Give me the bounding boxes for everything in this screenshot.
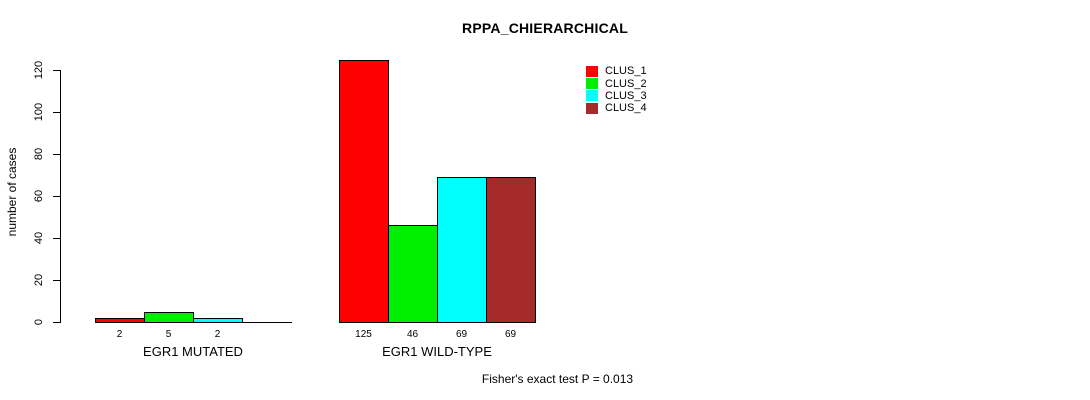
bar-clus_2-group-0 (144, 311, 194, 323)
y-tick-60 (53, 196, 60, 197)
y-axis-line (60, 70, 61, 323)
y-tick-80 (53, 154, 60, 155)
y-axis-label: number of cases (5, 147, 19, 237)
legend-label-clus_1: CLUS_1 (605, 65, 647, 78)
y-tick-label-120: 120 (33, 60, 45, 80)
legend-label-clus_4: CLUS_4 (605, 102, 647, 115)
legend-item-clus_4: CLUS_4 (586, 102, 647, 114)
bar-clus_1-group-0 (95, 317, 145, 323)
bar-value-label: 5 (165, 329, 172, 340)
y-tick-label-40: 40 (33, 231, 45, 245)
chart-title: RPPA_CHIERARCHICAL (462, 20, 628, 36)
legend-swatch-clus_3 (586, 90, 598, 102)
legend-swatch-clus_2 (586, 78, 598, 90)
fisher-test-annotation: Fisher's exact test P = 0.013 (481, 372, 634, 386)
legend-item-clus_3: CLUS_3 (586, 90, 647, 102)
y-tick-label-20: 20 (33, 273, 45, 287)
y-tick-100 (53, 112, 60, 113)
y-tick-label-100: 100 (33, 102, 45, 122)
bar-clus_4-group-1 (486, 177, 536, 323)
bar-clus_3-group-1 (437, 177, 487, 323)
bar-value-label: 46 (406, 329, 419, 340)
bar-value-label: 2 (116, 329, 123, 340)
legend-item-clus_2: CLUS_2 (586, 77, 647, 90)
bar-clus_2-group-1 (388, 225, 438, 323)
legend-label-clus_3: CLUS_3 (605, 89, 647, 102)
bar-clus_1-group-1 (339, 59, 389, 323)
legend-swatch-clus_1 (586, 65, 598, 77)
legend: CLUS_1 CLUS_2 CLUS_3 CLUS_4 (586, 65, 647, 115)
legend-item-clus_1: CLUS_1 (586, 65, 647, 77)
x-group-label-egr1-mutated: EGR1 MUTATED (143, 344, 243, 359)
y-tick-label-60: 60 (33, 189, 45, 203)
y-tick-20 (53, 280, 60, 281)
legend-label-clus_2: CLUS_2 (605, 77, 647, 90)
bar-clus_3-group-0 (193, 317, 243, 323)
bar-value-label: 69 (504, 329, 517, 340)
legend-swatch-clus_4 (586, 102, 598, 114)
bar-value-label: 125 (355, 329, 372, 340)
bar-value-label: 69 (455, 329, 468, 340)
x-group-label-egr1-wild-type: EGR1 WILD-TYPE (382, 344, 492, 359)
y-tick-40 (53, 238, 60, 239)
y-tick-120 (53, 70, 60, 71)
y-tick-0 (53, 322, 60, 323)
y-tick-label-0: 0 (33, 318, 45, 326)
y-tick-label-80: 80 (33, 147, 45, 161)
bar-value-label: 2 (214, 329, 221, 340)
